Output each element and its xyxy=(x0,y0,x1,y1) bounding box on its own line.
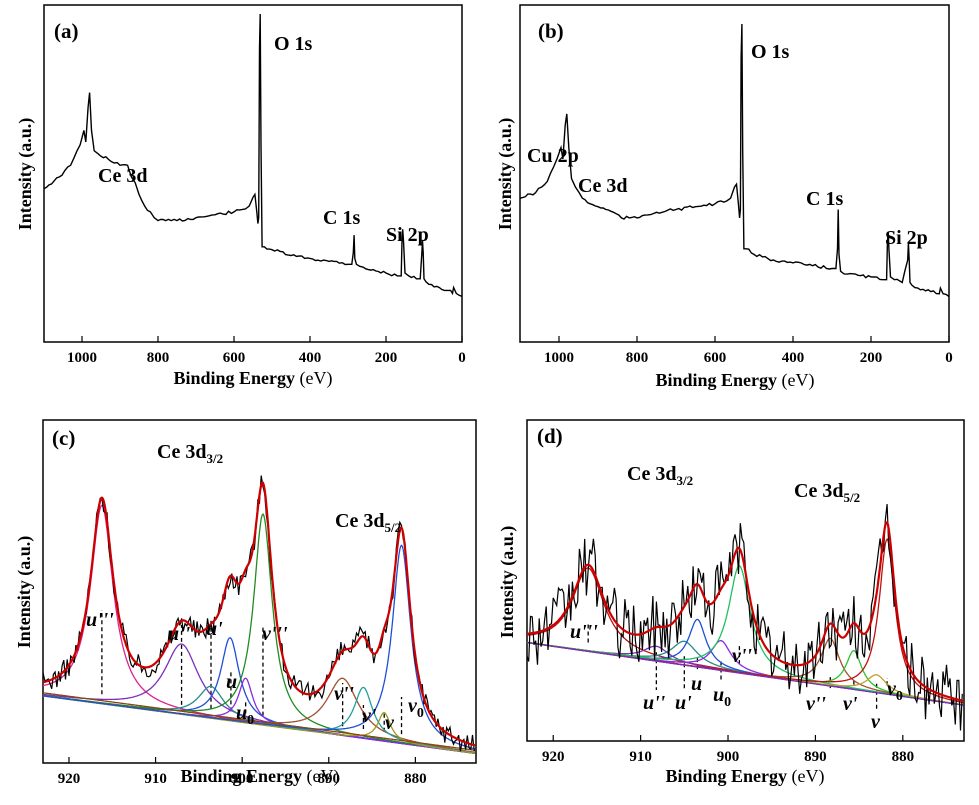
x-tick-label: 800 xyxy=(147,350,170,366)
panel-c-u-label: u xyxy=(226,671,237,693)
panel-d-u2-label: u'' xyxy=(643,692,666,714)
x-tick-label: 1000 xyxy=(544,350,574,366)
panel-d-x-axis-title: Binding Energy (eV) xyxy=(665,766,824,787)
panel-b-plot-frame xyxy=(519,4,950,343)
panel-d-u1-label: u' xyxy=(675,692,692,714)
panel-a-plot-frame xyxy=(43,4,463,343)
panel-d-v-label: v xyxy=(871,711,881,733)
x-tick-label: 400 xyxy=(782,350,805,366)
panel-c-ce3d52-label: Ce 3d5/2 xyxy=(335,510,401,535)
panel-c-u1-label: u' xyxy=(206,618,223,640)
x-tick-label: 1000 xyxy=(67,350,97,366)
panel-b-c1s-label: C 1s xyxy=(806,188,843,210)
panel-b-o1s-label: O 1s xyxy=(751,41,790,63)
x-tick-label: 880 xyxy=(404,771,427,787)
panel-b-ce3d-label: Ce 3d xyxy=(578,175,627,197)
panel-d-u3-label: u''' xyxy=(570,621,598,643)
x-tick-label: 880 xyxy=(892,749,915,765)
x-tick-label: 600 xyxy=(704,350,727,366)
panel-c-u3-label: u''' xyxy=(86,609,114,631)
panel-d-component-markers xyxy=(587,622,888,710)
panel-d-ce3d52-label: Ce 3d5/2 xyxy=(794,480,860,505)
panel-a-survey-spectrum: 1000 800 600 400 200 0 (a) O 1s Ce 3d C 1s Si… xyxy=(15,4,466,389)
panel-d-x-axis-ticks: 920 910 900 890 880 xyxy=(542,735,914,765)
panel-d-ce3d-spectrum: 920 910 900 890 880 (d) Ce 3d3/2 Ce 3d5/2 u'… xyxy=(497,419,965,787)
panel-c-v0-label: v0 xyxy=(408,695,424,721)
x-tick-label: 910 xyxy=(629,749,652,765)
fit-envelope xyxy=(42,481,476,747)
panel-c-v2-label: v'' xyxy=(334,683,354,705)
x-tick-label: 0 xyxy=(945,350,953,366)
panel-d-fitted-curves xyxy=(526,504,964,731)
fit-component-v3 xyxy=(526,565,964,706)
x-tick-label: 890 xyxy=(804,749,827,765)
panel-c-y-axis-title: Intensity (a.u.) xyxy=(14,536,35,649)
panel-b-survey-spectrum: 1000 800 600 400 200 0 (b) O 1s Cu 2p Ce 3d C… xyxy=(495,4,953,391)
x-tick-label: 900 xyxy=(717,749,740,765)
panel-d-u-label: u xyxy=(691,673,702,695)
panel-a-ce3d-label: Ce 3d xyxy=(98,165,147,187)
x-tick-label: 910 xyxy=(144,771,167,787)
fit-component-v3 xyxy=(42,512,476,754)
panel-c-label: (c) xyxy=(52,426,75,450)
panel-c-ce3d-spectrum: 920 910 900 890 880 (c) Ce 3d3/2 Ce 3d5/2 u'… xyxy=(14,419,477,787)
panel-c-x-axis-title: Binding Energy (eV) xyxy=(180,766,339,787)
panel-c-x-axis-ticks: 920 910 900 890 880 xyxy=(58,757,427,787)
panel-d-u0-label: u0 xyxy=(713,684,731,710)
panel-c-v1-label: v' xyxy=(362,705,377,727)
panel-b-x-axis-title: Binding Energy (eV) xyxy=(655,370,814,391)
panel-a-o1s-label: O 1s xyxy=(274,33,313,55)
panel-d-ce3d32-label: Ce 3d3/2 xyxy=(627,463,693,488)
panel-d-v1-label: v' xyxy=(843,693,858,715)
x-tick-label: 920 xyxy=(542,749,565,765)
x-tick-label: 0 xyxy=(458,350,466,366)
fit-background xyxy=(42,692,476,751)
panel-d-y-axis-title: Intensity (a.u.) xyxy=(497,526,518,639)
panel-a-si2p-label: Si 2p xyxy=(386,224,429,246)
panel-a-x-axis-ticks: 1000 800 600 400 200 0 xyxy=(67,336,466,366)
x-tick-label: 800 xyxy=(626,350,649,366)
x-tick-label: 200 xyxy=(860,350,883,366)
x-tick-label: 890 xyxy=(318,771,341,787)
panel-a-y-axis-title: Intensity (a.u.) xyxy=(15,118,36,231)
x-tick-label: 900 xyxy=(231,771,254,787)
panel-b-x-axis-ticks: 1000 800 600 400 200 0 xyxy=(544,336,953,366)
panel-b-y-axis-title: Intensity (a.u.) xyxy=(495,118,516,231)
panel-b-survey-curve xyxy=(519,23,950,298)
panel-a-x-axis-title: Binding Energy (eV) xyxy=(173,368,332,389)
panel-c-v3-label: v''' xyxy=(262,623,288,645)
panel-c-u2-label: u'' xyxy=(168,623,191,645)
panel-a-label: (a) xyxy=(54,19,79,43)
x-tick-label: 920 xyxy=(58,771,81,787)
x-tick-label: 600 xyxy=(223,350,246,366)
panel-d-v3-label: v''' xyxy=(732,645,758,667)
fit-background xyxy=(526,641,964,706)
panel-d-v2-label: v'' xyxy=(806,693,826,715)
panel-a-survey-curve xyxy=(43,13,463,297)
fit-component-v0 xyxy=(42,544,476,750)
panel-a-c1s-label: C 1s xyxy=(323,207,360,229)
panel-c-plot-frame xyxy=(42,419,477,764)
x-tick-label: 400 xyxy=(299,350,322,366)
panel-d-v0-label: v0 xyxy=(887,678,903,704)
panel-c-fitted-curves xyxy=(42,475,476,755)
x-tick-label: 200 xyxy=(375,350,398,366)
panel-c-u0-label: u0 xyxy=(236,702,254,728)
panel-b-si2p-label: Si 2p xyxy=(885,227,928,249)
panel-c-ce3d32-label: Ce 3d3/2 xyxy=(157,441,223,466)
panel-d-plot-frame xyxy=(526,419,965,742)
panel-c-v-label: v xyxy=(385,712,395,734)
panel-b-cu2p-label: Cu 2p xyxy=(527,145,579,167)
fit-envelope xyxy=(527,521,964,702)
panel-b-label: (b) xyxy=(538,19,564,43)
panel-d-label: (d) xyxy=(537,424,563,448)
